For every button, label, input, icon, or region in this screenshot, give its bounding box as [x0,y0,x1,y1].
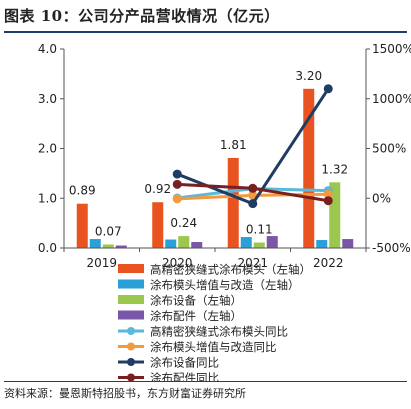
legend-label: 涂布设备同比 [150,356,219,370]
legend-swatch [118,264,144,273]
legend-swatch-marker [127,342,135,351]
title-rule [4,31,407,33]
footer-rule [4,381,407,382]
bar [342,239,354,248]
legend-label: 涂布配件（左轴） [150,309,242,323]
bar [240,237,252,248]
bar-data-label: 1.32 [321,162,348,176]
legend-swatch-marker [127,327,135,335]
right-tick-label: -500% [372,241,411,255]
legend-label: 涂布模头增值与改造（左轴） [150,278,300,292]
left-tick-label: 2.0 [38,142,57,156]
left-tick-label: 4.0 [38,42,57,56]
bar [165,239,177,248]
bar [115,245,127,248]
bar-data-label: 0.92 [144,182,171,196]
legend-swatch [118,279,144,289]
legend-swatch [118,310,144,320]
legend-label: 涂布模头增值与改造同比 [150,340,277,354]
bar [178,236,190,248]
bar-data-label: 1.81 [220,138,247,152]
bar [253,242,265,248]
legend-swatch [118,295,144,304]
x-tick-label: 2020 [162,256,193,270]
x-tick-label: 2019 [86,256,117,270]
series-point [323,189,333,199]
series-point [248,183,258,193]
source-note: 资料来源：曼恩斯特招股书，东方财富证券研究所 [4,387,246,400]
bar [89,239,101,248]
left-tick-label: 3.0 [38,92,57,106]
series-point [248,199,258,209]
legend-label: 高精密狭缝式涂布模头（左轴） [150,263,311,277]
bar [316,240,328,248]
bar [303,88,315,248]
legend-swatch-marker [127,358,135,366]
x-tick-label: 2022 [313,256,344,270]
series-point [323,84,333,94]
left-tick-label: 0.0 [38,241,57,255]
x-tick-label: 2021 [237,256,268,270]
bar [266,236,278,248]
legend-label: 涂布配件同比 [150,371,219,381]
legend-label: 高精密狭缝式涂布模头同比 [150,325,288,339]
chart-title: 图表 10：公司分产品营收情况（亿元） [4,7,280,25]
right-tick-label: 0% [372,191,391,205]
bar-data-label: 0.07 [95,225,122,239]
left-tick-label: 1.0 [38,191,57,205]
series-point [172,194,182,204]
legend-swatch-marker [127,373,135,381]
legend-label: 涂布设备（左轴） [150,294,242,308]
right-tick-label: 1000% [372,92,411,106]
bar [102,244,114,248]
revenue-chart: 0.0 1.0 2.0 3.0 4.0 -500% 0% 500% 1000% 1500% 2019… [38,42,411,381]
bar-data-label: 0.24 [170,216,197,230]
bar [76,203,88,248]
bar [152,202,164,248]
right-tick-label: 500% [372,142,406,156]
series-point [172,179,182,189]
bar-data-label: 3.20 [295,69,322,83]
bar [227,157,239,248]
bar-data-label: 0.89 [69,184,96,198]
bar-data-label: 0.11 [246,223,273,237]
bar [191,242,203,248]
series-point [323,196,333,206]
series-point [172,169,182,179]
bar [329,182,341,248]
right-tick-label: 1500% [372,42,411,56]
